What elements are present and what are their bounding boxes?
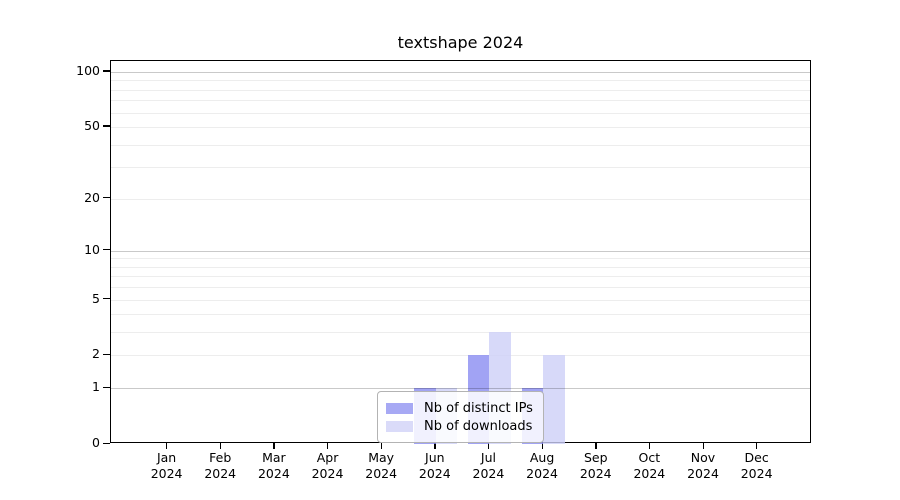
x-tick-year: 2024 (740, 466, 773, 481)
legend-swatch (386, 402, 413, 414)
gridline-major (111, 250, 810, 252)
gridline-minor (111, 299, 810, 301)
y-tick-label: 5 (92, 290, 100, 306)
x-tick-year: 2024 (204, 466, 237, 481)
x-tick-label-nov: Nov 2024 (671, 450, 735, 482)
gridline-minor (111, 198, 810, 200)
y-tick-label: 20 (84, 189, 100, 205)
x-tick-year: 2024 (257, 466, 290, 481)
x-tick-year: 2024 (633, 466, 666, 481)
gridline-minor (111, 332, 810, 334)
x-tick-month: Nov (690, 450, 716, 465)
x-tick-mark (648, 443, 651, 449)
gridline-minor (111, 89, 810, 91)
legend: Nb of distinct IPs Nb of downloads (377, 391, 544, 443)
x-tick-mark (380, 443, 382, 449)
x-tick-mark (595, 443, 597, 449)
x-tick-label-oct: Oct 2024 (617, 450, 681, 482)
x-tick-label-jul: Jul 2024 (456, 450, 520, 482)
x-tick-label-jun: Jun 2024 (403, 450, 467, 482)
y-tick-label: 0 (92, 435, 100, 450)
gridline-minor (111, 167, 810, 169)
gridline-minor (111, 276, 810, 278)
x-tick-month: Mar (262, 450, 286, 465)
x-tick-month: Jan (156, 450, 177, 465)
gridline-minor (111, 144, 810, 146)
y-tick-mark (103, 298, 110, 300)
x-tick-label-feb: Feb 2024 (188, 450, 252, 482)
plot-area (110, 60, 811, 444)
x-tick-month: Jul (480, 450, 496, 465)
x-tick-label-aug: Aug 2024 (510, 450, 574, 482)
x-tick-label-dec: Dec 2024 (725, 450, 789, 482)
x-tick-mark (327, 443, 329, 449)
x-tick-mark (219, 443, 222, 449)
bar-nb-of-downloads-aug (543, 355, 565, 444)
gridline-minor (111, 287, 810, 289)
gridline-minor (111, 266, 810, 268)
y-tick-mark (103, 197, 110, 199)
x-tick-mark (434, 443, 436, 449)
x-tick-year: 2024 (472, 466, 505, 481)
legend-label: Nb of downloads (424, 418, 533, 434)
x-tick-label-jan: Jan 2024 (135, 450, 199, 482)
y-tick-label: 2 (92, 346, 100, 362)
x-tick-label-apr: Apr 2024 (296, 450, 360, 482)
x-tick-year: 2024 (150, 466, 183, 481)
gridline-minor (111, 80, 810, 82)
x-tick-month: Aug (529, 450, 555, 465)
y-tick-label: 100 (76, 62, 100, 78)
x-tick-month: Dec (744, 450, 769, 465)
y-tick-mark (103, 70, 110, 72)
x-tick-year: 2024 (418, 466, 451, 481)
x-tick-mark (273, 443, 275, 449)
y-tick-mark (103, 249, 110, 251)
x-tick-year: 2024 (311, 466, 344, 481)
y-tick-mark (103, 386, 110, 388)
x-tick-month: Sep (583, 450, 608, 465)
legend-label: Nb of distinct IPs (424, 400, 533, 416)
y-tick-mark (103, 125, 110, 127)
legend-swatch (386, 420, 413, 432)
gridline-minor (111, 314, 810, 316)
chart-title: textshape 2024 (397, 33, 524, 52)
x-tick-mark (166, 443, 168, 449)
x-tick-month: May (368, 450, 395, 465)
gridline-minor (111, 258, 810, 260)
x-tick-year: 2024 (365, 466, 398, 481)
gridline-minor (111, 112, 810, 114)
x-tick-mark (487, 443, 490, 449)
gridline-major (111, 388, 810, 390)
y-tick-mark (103, 442, 110, 444)
legend-row: Nb of distinct IPs (386, 400, 535, 416)
x-tick-year: 2024 (526, 466, 558, 481)
gridline-minor (111, 100, 810, 102)
x-tick-mark (756, 443, 758, 449)
gridline-major (111, 71, 810, 73)
y-tick-mark (103, 353, 110, 356)
y-tick-label: 1 (92, 379, 100, 395)
x-tick-month: Feb (209, 450, 232, 465)
y-tick-label: 50 (84, 117, 100, 133)
x-tick-month: Oct (638, 450, 661, 465)
legend-row: Nb of downloads (386, 418, 535, 434)
x-tick-year: 2024 (687, 466, 719, 481)
x-tick-label-sep: Sep 2024 (564, 450, 628, 482)
x-tick-month: Apr (316, 450, 339, 465)
gridline-minor (111, 126, 810, 128)
x-tick-mark (541, 443, 543, 449)
x-tick-mark (702, 443, 704, 449)
x-tick-label-may: May 2024 (349, 450, 413, 482)
x-tick-month: Jun (425, 450, 445, 465)
x-tick-year: 2024 (579, 466, 612, 481)
x-tick-label-mar: Mar 2024 (242, 450, 306, 482)
y-tick-label: 10 (84, 241, 100, 257)
gridline-minor (111, 355, 810, 357)
